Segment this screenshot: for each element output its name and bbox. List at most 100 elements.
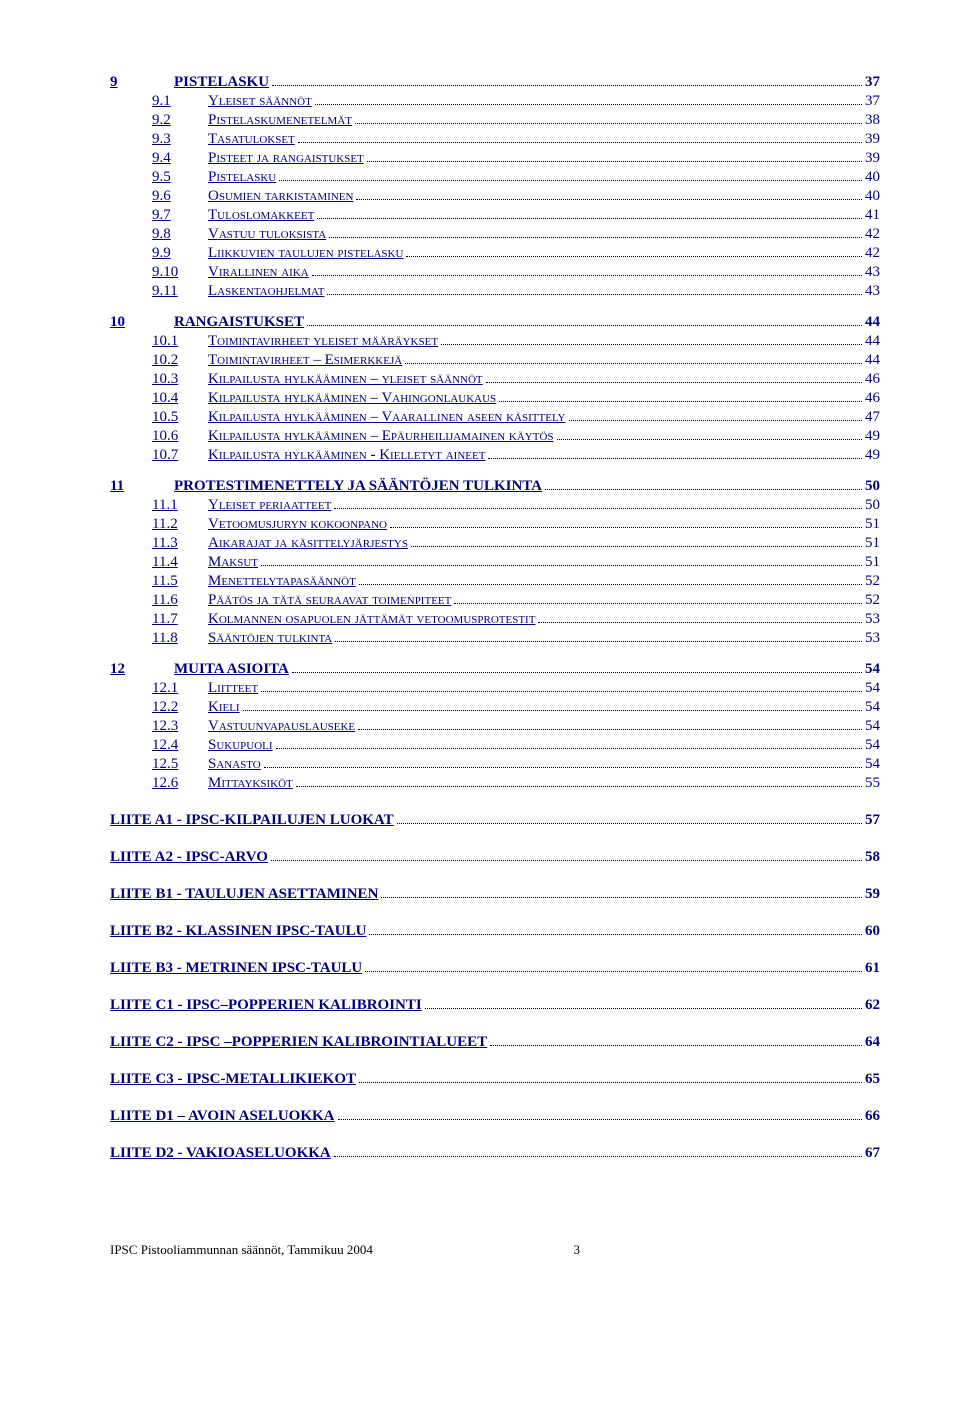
toc-leader-dots (272, 85, 862, 86)
toc-number: 10.4 (152, 390, 208, 407)
toc-number: 11.8 (152, 630, 208, 647)
toc-entry[interactable]: 9.7Tuloslomakkeet41 (110, 207, 880, 224)
toc-entry[interactable]: 11.7Kolmannen osapuolen jättämät vetoomu… (110, 611, 880, 628)
toc-number: 11.4 (152, 554, 208, 571)
toc-label: Osumien tarkistaminen (208, 188, 353, 205)
toc-page: 53 (865, 630, 880, 647)
toc-leader-dots (355, 123, 862, 124)
toc-page: 49 (865, 428, 880, 445)
toc-entry[interactable]: LIITE A2 - IPSC-ARVO58 (110, 849, 880, 866)
toc-number: 11.7 (152, 611, 208, 628)
toc-entry[interactable]: LIITE D1 – AVOIN ASELUOKKA66 (110, 1108, 880, 1125)
toc-page: 59 (865, 886, 880, 903)
toc-entry[interactable]: 11.5Menettelytapasäännöt52 (110, 573, 880, 590)
toc-entry[interactable]: 12.1Liitteet54 (110, 680, 880, 697)
footer-text: IPSC Pistooliammunnan säännöt, Tammikuu … (110, 1242, 373, 1258)
toc-entry[interactable]: 9.3Tasatulokset39 (110, 131, 880, 148)
toc-entry[interactable]: LIITE B1 - TAULUJEN ASETTAMINEN59 (110, 886, 880, 903)
toc-entry[interactable]: 10.2Toimintavirheet – Esimerkkejä44 (110, 352, 880, 369)
toc-page: 44 (865, 333, 880, 350)
toc-entry[interactable]: 10RANGAISTUKSET44 (110, 314, 880, 331)
toc-entry[interactable]: 9.6Osumien tarkistaminen40 (110, 188, 880, 205)
toc-page: 54 (865, 718, 880, 735)
toc-label: LIITE D2 - VAKIOASELUOKKA (110, 1145, 331, 1162)
toc-entry[interactable]: 11.2Vetoomusjuryn kokoonpano51 (110, 516, 880, 533)
page-footer: IPSC Pistooliammunnan säännöt, Tammikuu … (110, 1242, 880, 1258)
toc-entry[interactable]: LIITE B2 - KLASSINEN IPSC-TAULU60 (110, 923, 880, 940)
toc-label: Mittayksiköt (208, 775, 293, 792)
toc-entry[interactable]: 9.9Liikkuvien taulujen pistelasku42 (110, 245, 880, 262)
toc-entry[interactable]: 12.6Mittayksiköt55 (110, 775, 880, 792)
toc-page: 52 (865, 573, 880, 590)
toc-entry[interactable]: 12.2Kieli54 (110, 699, 880, 716)
toc-entry[interactable]: 9.8Vastuu tuloksista42 (110, 226, 880, 243)
toc-entry[interactable]: LIITE B3 - METRINEN IPSC-TAULU61 (110, 960, 880, 977)
toc-entry[interactable]: 10.3Kilpailusta hylkääminen – yleiset sä… (110, 371, 880, 388)
toc-entry[interactable]: 9.4Pisteet ja rangaistukset39 (110, 150, 880, 167)
toc-page: 65 (865, 1071, 880, 1088)
toc-number: 9.1 (152, 93, 208, 110)
toc-number: 9.7 (152, 207, 208, 224)
toc-entry[interactable]: 10.4Kilpailusta hylkääminen – Vahingonla… (110, 390, 880, 407)
toc-label: Yleiset periaatteet (208, 497, 331, 514)
toc-entry[interactable]: LIITE A1 - IPSC-KILPAILUJEN LUOKAT57 (110, 812, 880, 829)
toc-number: 9.6 (152, 188, 208, 205)
toc-label: PROTESTIMENETTELY JA SÄÄNTÖJEN TULKINTA (174, 478, 542, 495)
toc-entry[interactable]: 9.2Pistelaskumenetelmät38 (110, 112, 880, 129)
toc-label: Sääntöjen tulkinta (208, 630, 332, 647)
toc-leader-dots (490, 1045, 862, 1046)
toc-label: LIITE A2 - IPSC-ARVO (110, 849, 268, 866)
toc-label: Liitteet (208, 680, 258, 697)
toc-page: 54 (865, 756, 880, 773)
toc-entry[interactable]: 11.6Päätös ja tätä seuraavat toimenpitee… (110, 592, 880, 609)
toc-leader-dots (369, 934, 862, 935)
toc-entry[interactable]: 11.4Maksut51 (110, 554, 880, 571)
toc-page: 54 (865, 737, 880, 754)
toc-leader-dots (557, 439, 862, 440)
toc-label: Yleiset säännöt (208, 93, 312, 110)
toc-entry[interactable]: 9.10Virallinen aika43 (110, 264, 880, 281)
toc-page: 54 (865, 699, 880, 716)
toc-entry[interactable]: 10.1Toimintavirheet yleiset määräykset44 (110, 333, 880, 350)
toc-entry[interactable]: 12.4Sukupuoli54 (110, 737, 880, 754)
toc-page: 40 (865, 169, 880, 186)
toc-leader-dots (406, 256, 862, 257)
toc-page: 44 (865, 314, 880, 331)
toc-entry[interactable]: 10.7Kilpailusta hylkääminen - Kielletyt … (110, 447, 880, 464)
toc-entry[interactable]: LIITE C3 - IPSC-METALLIKIEKOT65 (110, 1071, 880, 1088)
toc-entry[interactable]: 9.5Pistelasku40 (110, 169, 880, 186)
toc-number: 9.3 (152, 131, 208, 148)
toc-page: 46 (865, 371, 880, 388)
toc-entry[interactable]: 12MUITA ASIOITA54 (110, 661, 880, 678)
toc-entry[interactable]: LIITE D2 - VAKIOASELUOKKA67 (110, 1145, 880, 1162)
toc-entry[interactable]: 9.11Laskentaohjelmat43 (110, 283, 880, 300)
toc-entry[interactable]: 10.6Kilpailusta hylkääminen – Epäurheili… (110, 428, 880, 445)
toc-page: 51 (865, 516, 880, 533)
toc-leader-dots (296, 786, 862, 787)
toc-entry[interactable]: 12.5Sanasto54 (110, 756, 880, 773)
toc-entry[interactable]: LIITE C2 - IPSC –POPPERIEN KALIBROINTIAL… (110, 1034, 880, 1051)
toc-entry[interactable]: 11.1Yleiset periaatteet50 (110, 497, 880, 514)
toc-entry[interactable]: 11PROTESTIMENETTELY JA SÄÄNTÖJEN TULKINT… (110, 478, 880, 495)
toc-leader-dots (356, 199, 862, 200)
toc-number: 12.5 (152, 756, 208, 773)
toc-entry[interactable]: 9.1Yleiset säännöt37 (110, 93, 880, 110)
toc-number: 10.7 (152, 447, 208, 464)
toc-number: 12 (110, 661, 174, 678)
toc-entry[interactable]: 12.3Vastuunvapauslauseke54 (110, 718, 880, 735)
toc-page: 51 (865, 554, 880, 571)
toc-entry[interactable]: LIITE C1 - IPSC–POPPERIEN KALIBROINTI62 (110, 997, 880, 1014)
toc-entry[interactable]: 11.8Sääntöjen tulkinta 53 (110, 630, 880, 647)
toc-leader-dots (276, 748, 862, 749)
toc-page: 49 (865, 447, 880, 464)
toc-number: 9.8 (152, 226, 208, 243)
toc-leader-dots (488, 458, 862, 459)
toc-entry[interactable]: 11.3Aikarajat ja käsittelyjärjestys51 (110, 535, 880, 552)
toc-number: 10.2 (152, 352, 208, 369)
toc-entry[interactable]: 10.5Kilpailusta hylkääminen – Vaaralline… (110, 409, 880, 426)
toc-label: Kilpailusta hylkääminen – yleiset säännö… (208, 371, 483, 388)
toc-number: 10 (110, 314, 174, 331)
toc-page: 50 (865, 497, 880, 514)
toc-number: 12.1 (152, 680, 208, 697)
toc-entry[interactable]: 9PISTELASKU37 (110, 74, 880, 91)
